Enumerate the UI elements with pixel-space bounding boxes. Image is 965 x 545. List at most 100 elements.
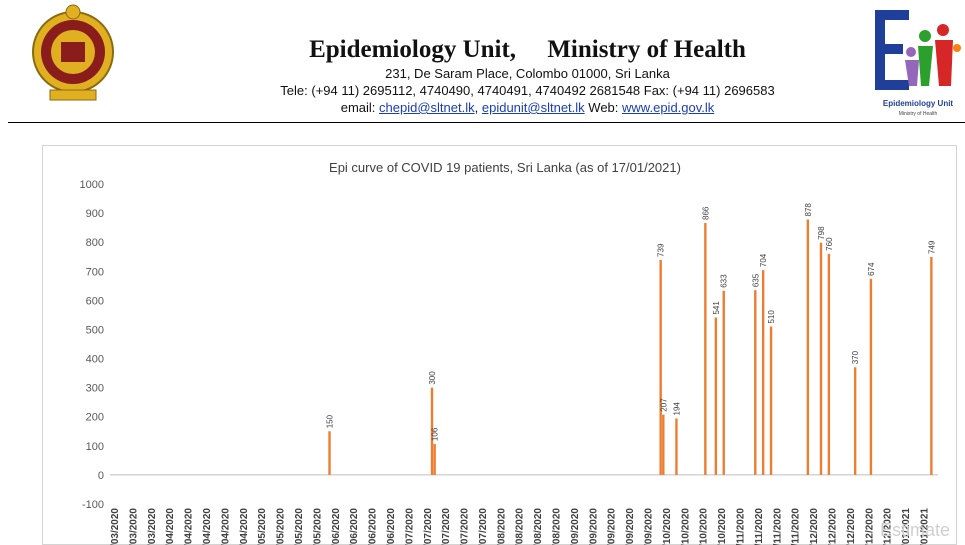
chart-title: Epi curve of COVID 19 patients, Sri Lank… — [329, 160, 681, 175]
data-label: 194 — [672, 402, 681, 416]
email-link-epidunit[interactable]: epidunit@sltnet.lk — [481, 100, 585, 115]
data-label: 749 — [927, 240, 936, 254]
email-separator: , — [474, 100, 479, 115]
x-tick-label: 19/08/2020 — [533, 508, 544, 545]
x-tick-label: 06/01/2021 — [901, 508, 912, 545]
bar — [869, 278, 873, 475]
x-tick-label: 11/11/2020 — [754, 508, 765, 545]
organisation-title: Epidemiology Unit, Ministry of Health — [0, 36, 965, 64]
bar — [433, 444, 436, 475]
x-tick-label: 08/07/2020 — [423, 508, 434, 545]
data-label: 541 — [712, 301, 721, 315]
x-tick-label: 29/07/2020 — [478, 508, 489, 545]
x-tick-label: 23/09/2020 — [625, 508, 636, 545]
data-label: 878 — [804, 203, 813, 217]
x-tick-label: 15/07/2020 — [441, 508, 452, 545]
x-tick-label: 09/12/2020 — [828, 508, 839, 545]
y-tick-label: 200 — [86, 412, 104, 424]
x-tick-label: 02/09/2020 — [570, 508, 581, 545]
bar — [328, 431, 331, 475]
x-tick-label: 21/10/2020 — [699, 508, 710, 545]
x-tick-label: 28/10/2020 — [717, 508, 728, 545]
x-tick-label: 30/12/2020 — [883, 508, 894, 545]
x-tick-label: 02/12/2020 — [809, 508, 820, 545]
bar — [659, 259, 662, 475]
x-tick-label: 22/07/2020 — [460, 508, 471, 545]
y-tick-label: 700 — [86, 266, 104, 278]
data-label: 370 — [851, 350, 860, 364]
org-left: Epidemiology Unit, — [309, 36, 517, 63]
data-label: 510 — [767, 310, 776, 324]
bar — [853, 367, 857, 475]
x-tick-label: 01/04/2020 — [165, 508, 176, 545]
x-tick-label: 03/06/2020 — [331, 508, 342, 545]
bar — [761, 270, 765, 475]
x-tick-label: 29/04/2020 — [239, 508, 250, 545]
address-line: 231, De Saram Place, Colombo 01000, Sri … — [385, 66, 670, 81]
data-label: 674 — [867, 262, 876, 276]
x-tick-label: 07/10/2020 — [662, 508, 673, 545]
data-label: 760 — [825, 237, 834, 251]
x-tick-label: 06/05/2020 — [257, 508, 268, 545]
web-link[interactable]: www.epid.gov.lk — [622, 100, 715, 115]
x-tick-label: 18/03/2020 — [128, 508, 139, 545]
x-tick-label: 20/05/2020 — [294, 508, 305, 545]
y-tick-label: 400 — [86, 354, 104, 366]
x-tick-label: 14/10/2020 — [680, 508, 691, 545]
x-tick-label: 26/08/2020 — [552, 508, 563, 545]
data-label: 150 — [326, 414, 335, 428]
web-label: Web: — [588, 100, 619, 115]
bar — [662, 414, 665, 475]
data-label: 106 — [431, 427, 440, 441]
x-tick-label: 17/06/2020 — [368, 508, 379, 545]
bar — [819, 242, 823, 475]
y-tick-label: 600 — [86, 295, 104, 307]
y-tick-label: 0 — [98, 470, 104, 482]
bar — [769, 326, 773, 475]
bar — [675, 418, 678, 475]
y-tick-label: 1000 — [80, 179, 104, 191]
data-label: 739 — [657, 243, 666, 257]
right-logo-subcaption: Ministry of Health — [899, 111, 938, 117]
chart-frame — [42, 145, 957, 545]
x-tick-label: 25/03/2020 — [147, 508, 158, 545]
bar — [714, 317, 718, 475]
x-tick-label: 12/08/2020 — [515, 508, 526, 545]
data-label: 866 — [701, 206, 710, 220]
header-divider — [8, 122, 965, 123]
x-tick-label: 08/04/2020 — [184, 508, 195, 545]
x-tick-label: 04/11/2020 — [736, 508, 747, 545]
x-tick-label: 27/05/2020 — [312, 508, 323, 545]
watermark-text: Estimate — [880, 520, 951, 540]
bar — [722, 290, 725, 475]
x-tick-label: 25/11/2020 — [791, 508, 802, 545]
bar — [827, 253, 831, 475]
bar — [430, 387, 434, 475]
x-tick-label: 13/05/2020 — [276, 508, 287, 545]
data-label: 704 — [759, 253, 768, 267]
x-tick-label: 13/01/2021 — [919, 508, 930, 545]
email-link-chepid[interactable]: chepid@sltnet.lk — [379, 100, 475, 115]
bar — [704, 222, 707, 475]
data-label: 207 — [659, 398, 668, 412]
email-label: email: — [340, 100, 376, 115]
x-tick-label: 23/12/2020 — [864, 508, 875, 545]
x-tick-label: 24/06/2020 — [386, 508, 397, 545]
right-logo-caption: Epidemiology Unit — [883, 99, 954, 108]
x-tick-label: 22/04/2020 — [220, 508, 231, 545]
x-tick-label: 09/09/2020 — [588, 508, 599, 545]
epidemiology-unit-logo: Epidemiology Unit Ministry of Health — [875, 10, 961, 117]
contact-line: email: chepid@sltnet.lk, epidunit@sltnet… — [0, 100, 965, 115]
data-label: 633 — [720, 274, 729, 288]
y-tick-label: 100 — [86, 441, 104, 453]
x-tick-label: 05/08/2020 — [496, 508, 507, 545]
x-tick-label: 15/04/2020 — [202, 508, 213, 545]
x-tick-label: 01/07/2020 — [404, 508, 415, 545]
data-label: 300 — [428, 371, 437, 385]
x-tick-label: 30/09/2020 — [644, 508, 655, 545]
bar — [930, 257, 933, 475]
x-tick-label: 11/03/2020 — [110, 508, 121, 545]
bar — [754, 290, 757, 475]
y-tick-label: 300 — [86, 383, 104, 395]
